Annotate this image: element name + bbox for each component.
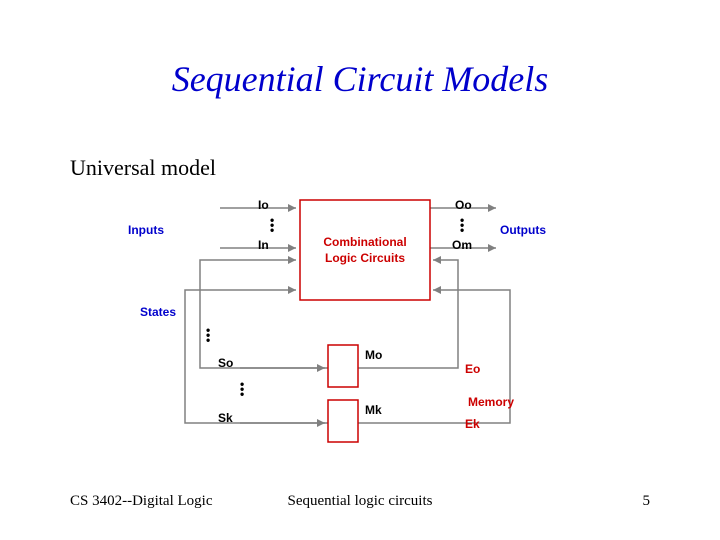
signal-Io: Io — [258, 198, 269, 212]
vdots-2: ••• — [206, 328, 210, 343]
vdots-1: ••• — [460, 218, 464, 233]
signal-Sk: Sk — [218, 411, 233, 425]
footer-right: 5 — [643, 493, 651, 510]
vdots-0: ••• — [270, 218, 274, 233]
page-title: Sequential Circuit Models — [0, 58, 720, 100]
vdots-3: ••• — [240, 382, 244, 397]
signal-Mo: Mo — [365, 348, 382, 362]
signal-So: So — [218, 356, 233, 370]
footer-center: Sequential logic circuits — [0, 493, 720, 510]
label-memory: Memory — [468, 395, 514, 409]
signal-Oo: Oo — [455, 198, 472, 212]
signal-Ek: Ek — [465, 417, 480, 431]
label-outputs: Outputs — [500, 223, 546, 237]
svg-text:Logic Circuits: Logic Circuits — [325, 251, 405, 265]
signal-In: In — [258, 238, 269, 252]
label-states: States — [140, 305, 176, 319]
signal-Om: Om — [452, 238, 472, 252]
signal-Eo: Eo — [465, 362, 480, 376]
signal-Mk: Mk — [365, 403, 382, 417]
diagram-container: Combinational Logic Circuits Inputs Output… — [110, 190, 610, 460]
subtitle: Universal model — [70, 155, 216, 181]
label-inputs: Inputs — [128, 223, 164, 237]
svg-text:Combinational: Combinational — [323, 235, 406, 249]
